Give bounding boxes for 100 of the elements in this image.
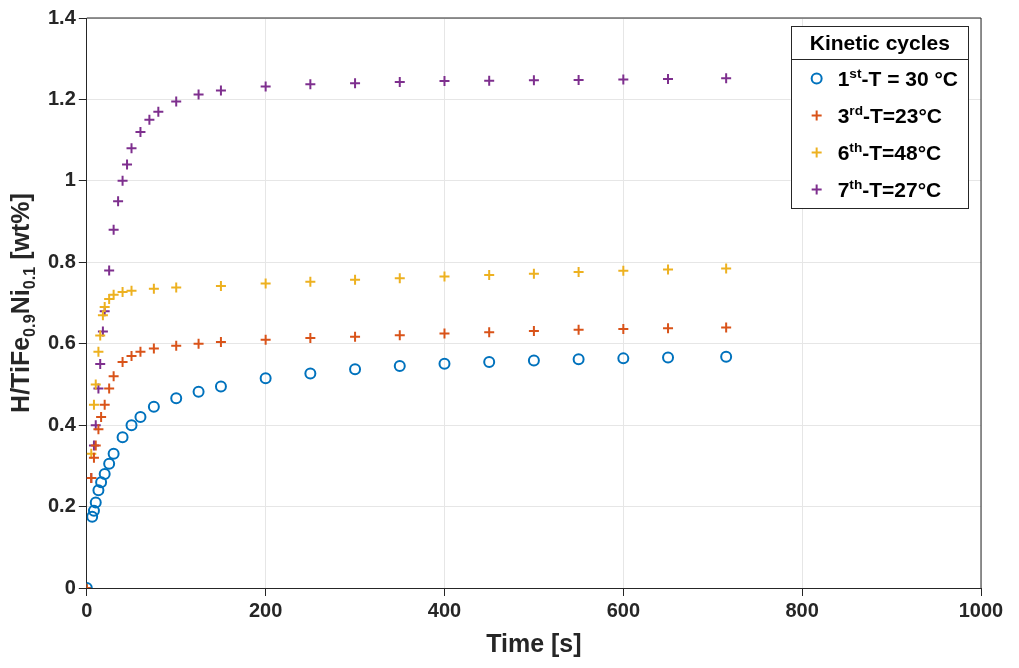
point <box>147 282 160 295</box>
point <box>103 457 116 470</box>
point <box>170 339 183 352</box>
point <box>92 382 105 395</box>
point <box>572 353 585 366</box>
y-tick-label: 1 <box>64 168 76 191</box>
point <box>214 380 227 393</box>
point <box>170 281 183 294</box>
point <box>170 392 183 405</box>
point <box>92 345 105 358</box>
point <box>393 272 406 285</box>
point <box>192 88 205 101</box>
y-tick-label: 0.4 <box>47 412 77 435</box>
point <box>92 423 105 436</box>
point <box>192 385 205 398</box>
point <box>116 431 129 444</box>
legend-label: 1$^{st}$-T = 30 °C <box>837 66 958 91</box>
point <box>192 337 205 350</box>
point <box>617 264 630 277</box>
point <box>662 263 675 276</box>
point <box>349 273 362 286</box>
y-tick-label: 0.2 <box>47 494 76 517</box>
point <box>438 357 451 370</box>
point <box>720 350 733 363</box>
point <box>152 105 165 118</box>
point <box>87 398 100 411</box>
x-tick-label: 400 <box>427 598 462 621</box>
point <box>95 411 108 423</box>
point <box>393 360 406 373</box>
point <box>438 270 451 283</box>
point <box>107 223 120 236</box>
point <box>125 284 138 297</box>
point <box>107 288 120 301</box>
legend-label: 6$^{th}$-T=48°C <box>837 140 942 165</box>
point <box>617 352 630 365</box>
point <box>134 411 147 423</box>
point <box>393 329 406 342</box>
legend-title: Kinetic cycles <box>791 27 968 60</box>
legend-label: 7$^{th}$-T=27°C <box>837 177 942 202</box>
point <box>483 74 496 87</box>
y-tick-label: 0.6 <box>47 331 76 354</box>
point <box>720 262 733 275</box>
point <box>259 372 272 385</box>
point <box>349 77 362 90</box>
point <box>662 351 675 364</box>
point <box>89 378 102 391</box>
point <box>527 74 540 87</box>
point <box>617 73 630 86</box>
point <box>125 142 138 155</box>
point <box>116 174 129 187</box>
point <box>572 323 585 336</box>
point <box>89 496 102 509</box>
point <box>527 267 540 280</box>
x-tick-label: 600 <box>606 598 641 621</box>
point <box>438 327 451 340</box>
legend-label: 3$^{rd}$-T=23°C <box>837 103 943 128</box>
point <box>214 84 227 97</box>
point <box>94 329 107 342</box>
point <box>143 113 156 126</box>
point <box>134 345 147 358</box>
x-tick-label: 200 <box>248 598 283 621</box>
x-tick-label: 0 <box>81 598 93 621</box>
point <box>92 484 105 497</box>
point <box>349 363 362 376</box>
point <box>483 356 496 369</box>
point <box>720 321 733 334</box>
point <box>259 80 272 93</box>
point <box>96 309 109 322</box>
point <box>121 158 134 171</box>
point <box>134 126 147 138</box>
point <box>304 275 317 288</box>
point <box>98 468 111 480</box>
point <box>720 72 733 85</box>
point <box>95 476 108 489</box>
x-tick-label: 800 <box>785 598 819 621</box>
y-tick-label: 0 <box>64 575 76 598</box>
point <box>527 354 540 367</box>
point <box>259 333 272 346</box>
point <box>304 78 317 91</box>
x-tick-label: 1000 <box>958 598 1004 621</box>
point <box>349 330 362 343</box>
x-axis-title: Time [s] <box>486 628 582 657</box>
y-tick-label: 1.2 <box>47 86 76 109</box>
point <box>107 370 120 383</box>
point <box>125 419 138 432</box>
point <box>147 342 160 355</box>
point <box>170 95 183 108</box>
point <box>304 367 317 380</box>
point <box>103 382 116 395</box>
point <box>86 510 99 523</box>
point <box>112 195 125 208</box>
point <box>98 398 111 411</box>
point <box>259 277 272 290</box>
point <box>96 325 109 338</box>
y-tick-label: 0.8 <box>47 249 76 272</box>
point <box>87 451 100 464</box>
y-tick-label: 1.4 <box>47 5 77 28</box>
point <box>103 264 116 277</box>
point <box>147 400 160 413</box>
point <box>107 447 120 460</box>
